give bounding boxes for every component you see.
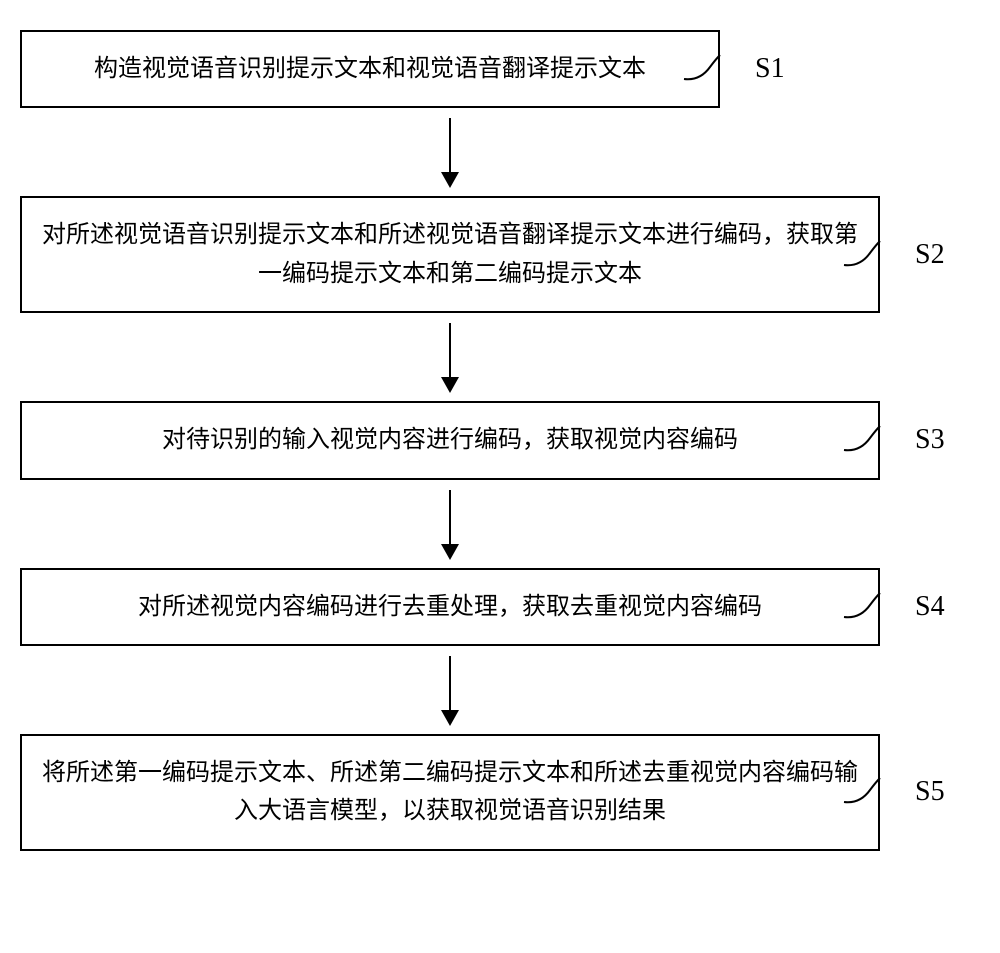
label-wrap-s2: S2 <box>880 239 945 271</box>
step-row-3: 对待识别的输入视觉内容进行编码，获取视觉内容编码 S3 <box>20 401 980 479</box>
connector-curve-icon <box>842 587 882 627</box>
label-wrap-s1: S1 <box>720 53 785 85</box>
step-row-5: 将所述第一编码提示文本、所述第二编码提示文本和所述去重视觉内容编码输入大语言模型… <box>20 734 980 851</box>
step-row-4: 对所述视觉内容编码进行去重处理，获取去重视觉内容编码 S4 <box>20 568 980 646</box>
step-box-s5: 将所述第一编码提示文本、所述第二编码提示文本和所述去重视觉内容编码输入大语言模型… <box>20 734 880 851</box>
arrow-icon <box>449 656 451 724</box>
label-wrap-s5: S5 <box>880 776 945 808</box>
step-label: S1 <box>755 53 785 85</box>
arrow-icon <box>449 490 451 558</box>
step-box-s3: 对待识别的输入视觉内容进行编码，获取视觉内容编码 <box>20 401 880 479</box>
connector-curve-icon <box>842 420 882 460</box>
step-text: 对待识别的输入视觉内容进行编码，获取视觉内容编码 <box>162 421 738 459</box>
step-row-1: 构造视觉语音识别提示文本和视觉语音翻译提示文本 S1 <box>20 30 980 108</box>
step-text: 对所述视觉内容编码进行去重处理，获取去重视觉内容编码 <box>138 588 762 626</box>
arrow-4-5 <box>20 646 880 734</box>
arrow-1-2 <box>20 108 880 196</box>
flowchart-container: 构造视觉语音识别提示文本和视觉语音翻译提示文本 S1 对所述视觉语音识别提示文本… <box>20 30 980 851</box>
step-box-s4: 对所述视觉内容编码进行去重处理，获取去重视觉内容编码 <box>20 568 880 646</box>
step-text: 将所述第一编码提示文本、所述第二编码提示文本和所述去重视觉内容编码输入大语言模型… <box>42 754 858 831</box>
step-row-2: 对所述视觉语音识别提示文本和所述视觉语音翻译提示文本进行编码，获取第一编码提示文… <box>20 196 980 313</box>
step-text: 构造视觉语音识别提示文本和视觉语音翻译提示文本 <box>94 50 646 88</box>
step-label: S3 <box>915 424 945 456</box>
arrow-icon <box>449 118 451 186</box>
step-box-s1: 构造视觉语音识别提示文本和视觉语音翻译提示文本 <box>20 30 720 108</box>
arrow-icon <box>449 323 451 391</box>
step-label: S5 <box>915 776 945 808</box>
connector-curve-icon <box>682 49 722 89</box>
connector-curve-icon <box>842 772 882 812</box>
step-label: S2 <box>915 239 945 271</box>
arrow-2-3 <box>20 313 880 401</box>
step-label: S4 <box>915 591 945 623</box>
connector-curve-icon <box>842 235 882 275</box>
step-box-s2: 对所述视觉语音识别提示文本和所述视觉语音翻译提示文本进行编码，获取第一编码提示文… <box>20 196 880 313</box>
label-wrap-s4: S4 <box>880 591 945 623</box>
step-text: 对所述视觉语音识别提示文本和所述视觉语音翻译提示文本进行编码，获取第一编码提示文… <box>42 216 858 293</box>
arrow-3-4 <box>20 480 880 568</box>
label-wrap-s3: S3 <box>880 424 945 456</box>
